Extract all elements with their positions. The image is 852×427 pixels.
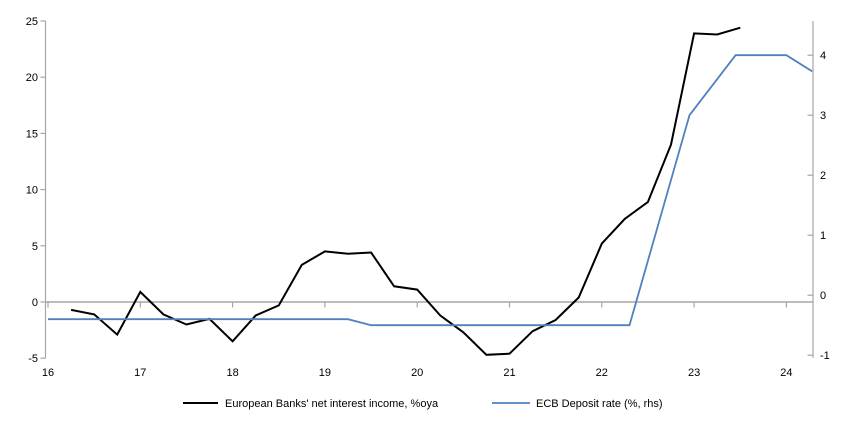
x-axis-tick-label: 17 [134,367,146,379]
right-axis-tick-label: 2 [820,170,826,182]
x-axis-tick-label: 16 [42,367,54,379]
x-axis-tick-label: 23 [688,367,700,379]
right-axis-tick-label: 3 [820,110,826,122]
left-axis-tick-label: 0 [32,297,38,309]
left-axis-tick-label: 5 [32,241,38,253]
x-axis-tick-label: 19 [319,367,331,379]
x-axis-tick-label: 24 [780,367,792,379]
left-axis-tick-label: 15 [26,128,38,140]
legend-label-ecb-deposit-rate: ECB Deposit rate (%, rhs) [536,398,663,410]
right-axis-tick-label: -1 [820,350,830,362]
x-axis-tick-label: 21 [503,367,515,379]
left-axis-tick-label: 10 [26,185,38,197]
series-line-net-interest-income [70,26,741,356]
right-axis-tick-label: 1 [820,230,826,242]
legend: European Banks' net interest income, %oy… [183,398,663,410]
legend-label-net-interest-income: European Banks' net interest income, %oy… [225,398,439,410]
left-axis-tick-label: 20 [26,72,38,84]
x-axis-tick-label: 20 [411,367,423,379]
left-axis-tick-label: 25 [26,16,38,28]
left-axis-tick-label: -5 [28,353,38,365]
x-axis-tick-label: 18 [226,367,238,379]
right-axis-tick-label: 0 [820,290,826,302]
right-axis-tick-label: 4 [820,50,826,62]
series-line-ecb-deposit-rate [48,54,813,327]
x-axis-tick-label: 22 [596,367,608,379]
